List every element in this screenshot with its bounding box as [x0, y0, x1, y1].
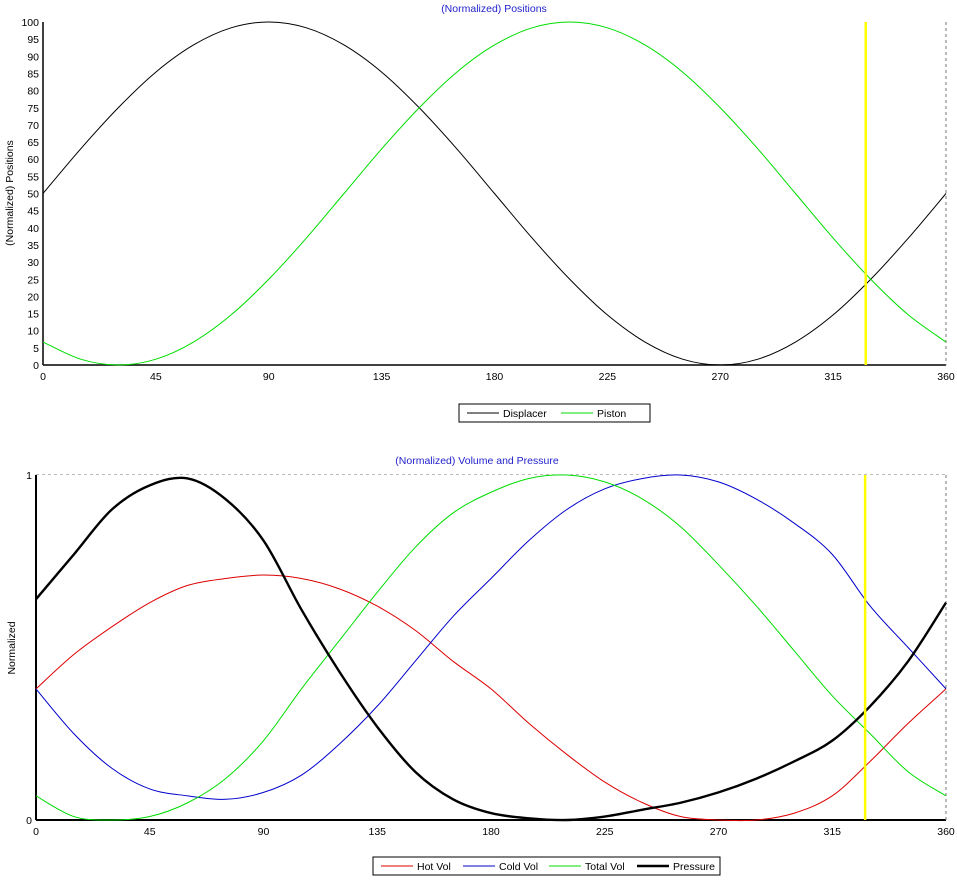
x-tick-label: 90 — [258, 826, 270, 838]
x-tick-label: 180 — [486, 371, 504, 383]
series-line-piston — [42, 21, 947, 366]
y-tick-label: 25 — [27, 274, 39, 286]
y-tick-label: 35 — [27, 240, 39, 252]
y-tick-label: 50 — [27, 189, 39, 201]
legend: Hot Vol Cold Vol Total Vol Pressure — [372, 856, 721, 876]
y-tick-label: 30 — [27, 257, 39, 269]
y-tick-label: 20 — [27, 291, 39, 303]
y-tick-label: 100 — [21, 17, 39, 29]
legend-label-cold-vol: Cold Vol — [499, 861, 538, 873]
x-tick-label: 360 — [937, 826, 955, 838]
legend-box — [372, 856, 721, 876]
series-line-total-vol — [35, 474, 947, 821]
y-axis-label: Normalized — [6, 621, 18, 674]
x-tick-label: 45 — [144, 826, 156, 838]
x-tick-label: 90 — [263, 371, 275, 383]
y-tick-label: 0 — [26, 815, 32, 827]
y-tick-labels: 01 — [26, 470, 32, 827]
x-tick-label: 0 — [33, 826, 39, 838]
y-tick-label: 45 — [27, 206, 39, 218]
positions-chart: (Normalized) Positions (Normalized) Posi… — [4, 3, 955, 423]
x-tick-label: 135 — [368, 826, 386, 838]
x-tick-label: 0 — [40, 371, 46, 383]
legend-label-pressure: Pressure — [673, 861, 715, 873]
y-tick-label: 1 — [26, 470, 32, 482]
x-tick-label: 180 — [482, 826, 500, 838]
legend-box — [458, 403, 651, 423]
legend: Displacer Piston — [458, 403, 651, 423]
y-tick-label: 55 — [27, 171, 39, 183]
y-tick-label: 40 — [27, 223, 39, 235]
y-tick-labels: 0 5 10 15 20 25 30 35 40 45 50 55 60 65 70 75 80 85 90 95 10… — [21, 17, 39, 372]
y-tick-label: 5 — [33, 343, 39, 355]
series-lines — [42, 21, 947, 366]
axes — [35, 475, 947, 821]
y-tick-label: 60 — [27, 154, 39, 166]
y-tick-label: 75 — [27, 103, 39, 115]
y-tick-label: 85 — [27, 68, 39, 80]
x-tick-label: 270 — [711, 371, 729, 383]
legend-label-hot-vol: Hot Vol — [417, 861, 451, 873]
y-tick-label: 95 — [27, 34, 39, 46]
series-line-hot-vol — [35, 574, 947, 822]
volume-pressure-chart: (Normalized) Volume and Pressure Normali… — [6, 455, 955, 876]
chart-title: (Normalized) Positions — [441, 3, 547, 15]
legend-label-piston: Piston — [597, 408, 626, 420]
chart-title: (Normalized) Volume and Pressure — [395, 455, 559, 467]
x-tick-label: 45 — [150, 371, 162, 383]
x-tick-label: 315 — [823, 826, 841, 838]
y-tick-label: 90 — [27, 51, 39, 63]
series-line-pressure — [35, 476, 948, 822]
y-axis-label: (Normalized) Positions — [4, 140, 16, 246]
y-tick-label: 65 — [27, 137, 39, 149]
x-tick-labels: 0 45 90 135 180 225 270 315 360 — [33, 826, 955, 838]
x-tick-labels: 0 45 90 135 180 225 270 315 360 — [40, 371, 955, 383]
y-tick-label: 15 — [27, 309, 39, 321]
y-tick-label: 0 — [33, 360, 39, 372]
y-tick-label: 70 — [27, 120, 39, 132]
series-line-displacer — [42, 21, 947, 366]
series-line-cold-vol — [35, 474, 947, 800]
x-tick-label: 270 — [710, 826, 728, 838]
y-tick-label: 10 — [27, 326, 39, 338]
legend-label-total-vol: Total Vol — [585, 861, 625, 873]
x-tick-label: 225 — [599, 371, 617, 383]
x-tick-label: 225 — [596, 826, 614, 838]
legend-label-displacer: Displacer — [503, 408, 547, 420]
series-lines — [35, 474, 948, 822]
plot-area — [36, 475, 946, 820]
y-tick-label: 80 — [27, 86, 39, 98]
x-tick-label: 135 — [373, 371, 391, 383]
x-tick-label: 315 — [824, 371, 842, 383]
x-tick-label: 360 — [937, 371, 955, 383]
